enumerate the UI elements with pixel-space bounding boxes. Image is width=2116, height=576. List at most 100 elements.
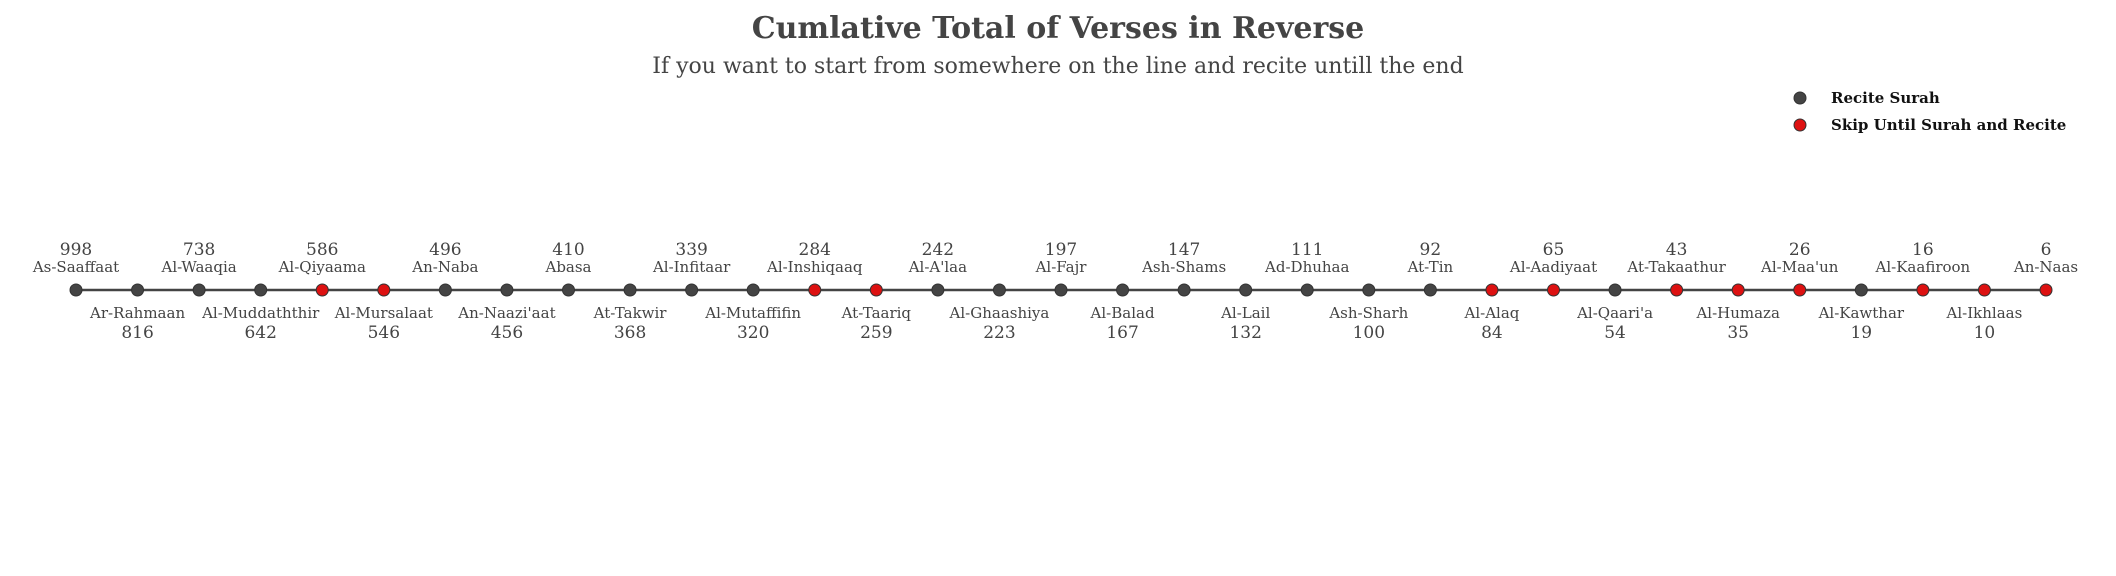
- verse-total-label: 132: [1229, 323, 1261, 343]
- surah-name-label: Al-Fajr: [1035, 258, 1088, 276]
- surah-marker-9: [623, 283, 637, 297]
- chart-title: Cumlative Total of Verses in Reverse: [752, 11, 1365, 46]
- surah-marker-21: [1362, 283, 1376, 297]
- verse-total-label: 167: [1106, 323, 1138, 343]
- legend: Recite Surah Skip Until Surah and Recite: [1793, 89, 2066, 134]
- verse-total-label: 84: [1481, 323, 1503, 343]
- verse-total-label: 35: [1727, 323, 1749, 343]
- surah-marker-11: [746, 283, 760, 297]
- surah-name-label: An-Naas: [2013, 258, 2078, 276]
- surah-marker-27: [1731, 283, 1745, 297]
- surah-name-label: Al-Humaza: [1695, 304, 1780, 322]
- verse-total-label: 642: [244, 323, 276, 343]
- surah-name-label: At-Taariq: [841, 304, 912, 322]
- surah-name-label: As-Saaffaat: [32, 258, 119, 276]
- surah-name-label: An-Naazi'aat: [457, 304, 555, 322]
- surah-name-label: Al-Mursalaat: [334, 304, 433, 322]
- verse-total-label: 16: [1912, 240, 1934, 260]
- surah-name-label: Al-Lail: [1220, 304, 1270, 322]
- surah-name-label: Abasa: [544, 258, 591, 276]
- verse-total-label: 546: [368, 323, 400, 343]
- surah-name-label: Al-Ikhlaas: [1946, 304, 2023, 322]
- surah-name-label: Al-Balad: [1090, 304, 1155, 322]
- verse-total-label: 6: [2041, 240, 2052, 260]
- verse-total-label: 259: [860, 323, 892, 343]
- verse-total-label: 65: [1543, 240, 1565, 260]
- surah-name-label: Al-Infitaar: [652, 258, 731, 276]
- verse-total-label: 223: [983, 323, 1015, 343]
- surah-marker-23: [1485, 283, 1499, 297]
- verse-total-label: 998: [60, 240, 92, 260]
- verse-total-label: 197: [1045, 240, 1077, 260]
- surah-marker-30: [1916, 283, 1930, 297]
- surah-name-label: Al-Mutaffifin: [704, 304, 801, 322]
- legend-marker-skip: [1793, 118, 1807, 132]
- surah-name-label: Al-Inshiqaaq: [766, 258, 863, 276]
- surah-name-label: Al-A'laa: [908, 258, 967, 276]
- surah-marker-29: [1854, 283, 1868, 297]
- surah-name-label: At-Takaathur: [1626, 258, 1726, 276]
- verse-total-label: 26: [1789, 240, 1811, 260]
- surah-name-label: An-Naba: [411, 258, 478, 276]
- surah-marker-24: [1547, 283, 1560, 297]
- verse-total-label: 456: [491, 323, 523, 343]
- surah-name-label: Al-Kawthar: [1818, 304, 1905, 322]
- surah-name-label: Al-Maa'un: [1760, 258, 1839, 276]
- surah-name-label: Al-Muddaththir: [201, 304, 320, 322]
- verse-total-label: 43: [1666, 240, 1688, 260]
- surah-marker-28: [1793, 283, 1807, 297]
- verse-total-label: 92: [1420, 240, 1442, 260]
- surah-marker-14: [931, 283, 945, 297]
- surah-marker-6: [438, 283, 452, 297]
- surah-marker-0: [69, 283, 83, 297]
- legend-marker-recite: [1793, 91, 1807, 105]
- verse-total-label: 339: [675, 240, 707, 260]
- surah-marker-10: [685, 283, 699, 297]
- verse-total-label: 738: [183, 240, 215, 260]
- surah-name-label: At-Takwir: [593, 304, 668, 322]
- verse-total-label: 242: [922, 240, 954, 260]
- surah-marker-4: [315, 283, 329, 297]
- surah-marker-8: [562, 283, 575, 297]
- verse-total-label: 10: [1974, 323, 1996, 343]
- surah-marker-2: [192, 283, 206, 297]
- surah-name-label: Ad-Dhuhaa: [1264, 258, 1349, 276]
- surah-name-label: Ash-Shams: [1141, 258, 1226, 276]
- surah-marker-17: [1116, 283, 1130, 297]
- verse-total-label: 54: [1604, 323, 1626, 343]
- surah-marker-16: [1054, 283, 1068, 297]
- chart-subtitle: If you want to start from somewhere on t…: [652, 54, 1463, 79]
- verse-total-label: 816: [121, 323, 153, 343]
- surah-name-label: Al-Qiyaama: [278, 258, 366, 276]
- verse-total-label: 19: [1850, 323, 1872, 343]
- surah-name-label: Ar-Rahmaan: [89, 304, 185, 322]
- surah-name-label: Al-Kaafiroon: [1875, 258, 1971, 276]
- surah-name-label: Al-Waaqia: [161, 258, 237, 276]
- verse-total-label: 586: [306, 240, 338, 260]
- verse-total-label: 100: [1353, 323, 1385, 343]
- legend-label-skip: Skip Until Surah and Recite: [1831, 116, 2066, 134]
- legend-label-recite: Recite Surah: [1831, 89, 1940, 107]
- surah-marker-13: [869, 283, 883, 297]
- verse-total-label: 410: [552, 240, 584, 260]
- surah-name-label: Al-Qaari'a: [1576, 304, 1653, 322]
- verse-total-label: 368: [614, 323, 646, 343]
- verse-total-label: 496: [429, 240, 461, 260]
- surah-marker-1: [131, 283, 145, 297]
- surah-name-label: Al-Ghaashiya: [949, 304, 1050, 322]
- surah-marker-19: [1239, 283, 1253, 297]
- verse-total-label: 284: [799, 240, 831, 260]
- surah-name-label: At-Tin: [1407, 258, 1454, 276]
- surah-marker-25: [1608, 283, 1622, 297]
- surah-marker-22: [1423, 283, 1437, 297]
- surah-marker-18: [1177, 283, 1191, 297]
- surah-name-label: Ash-Sharh: [1328, 304, 1408, 322]
- verse-total-label: 320: [737, 323, 769, 343]
- surah-marker-7: [500, 283, 514, 297]
- verse-total-label: 147: [1168, 240, 1200, 260]
- surah-marker-32: [2039, 283, 2053, 297]
- surah-marker-26: [1670, 283, 1684, 297]
- surah-name-label: Al-Alaq: [1464, 304, 1520, 322]
